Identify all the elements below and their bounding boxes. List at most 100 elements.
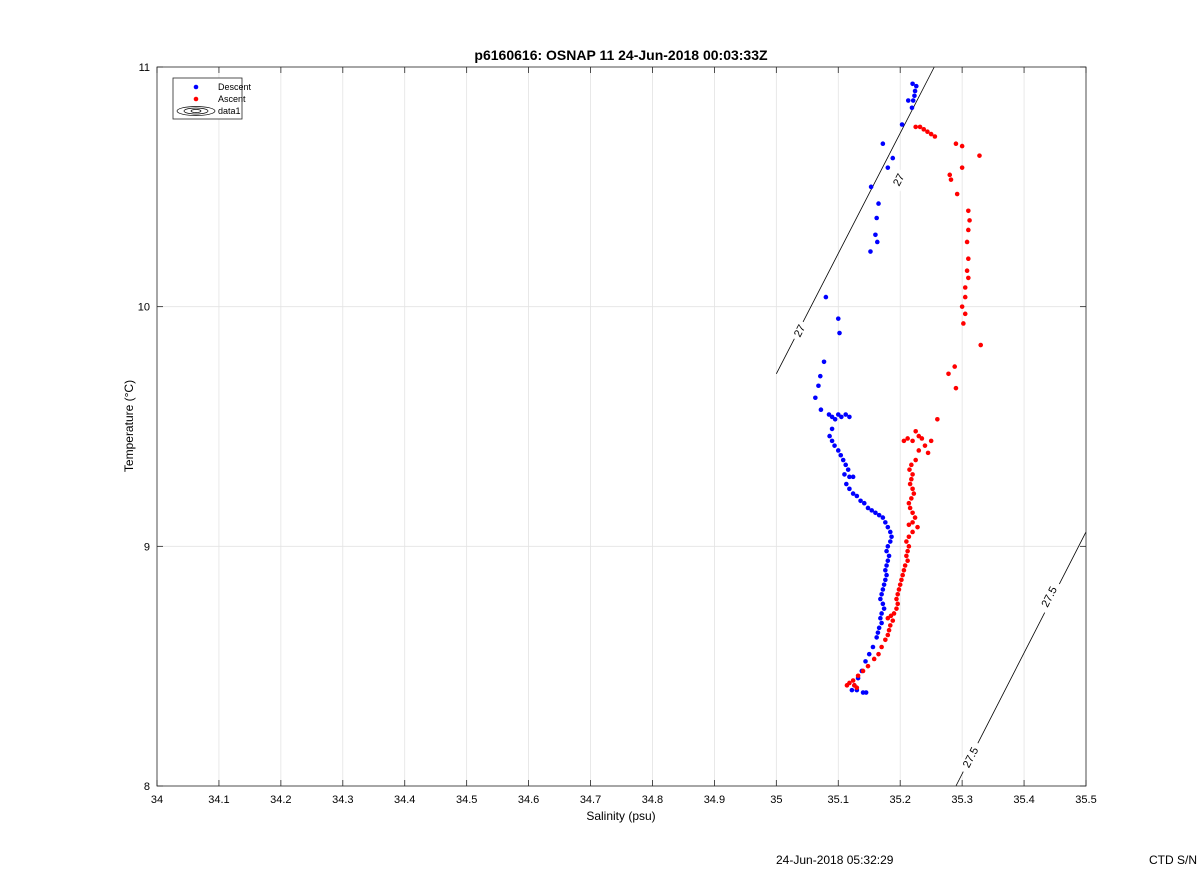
data-point bbox=[921, 127, 927, 132]
data-point bbox=[890, 618, 896, 623]
x-tick-label: 35 bbox=[770, 794, 782, 806]
data-point bbox=[884, 572, 889, 578]
data-point bbox=[868, 249, 873, 254]
data-point bbox=[849, 687, 855, 693]
series-ascent bbox=[844, 124, 984, 691]
data-point bbox=[890, 155, 896, 161]
data-point bbox=[904, 553, 909, 559]
legend-descent-marker bbox=[193, 84, 199, 90]
data-point bbox=[907, 481, 913, 487]
data-point bbox=[922, 443, 928, 448]
data-point bbox=[842, 472, 847, 477]
data-point bbox=[978, 342, 984, 348]
data-point bbox=[925, 450, 931, 456]
data-point bbox=[905, 558, 910, 564]
data-point bbox=[912, 93, 917, 99]
data-point bbox=[855, 673, 861, 679]
x-tick-label: 34.8 bbox=[642, 794, 663, 806]
x-tick-label: 34 bbox=[151, 794, 163, 806]
data-point bbox=[838, 452, 844, 458]
data-point bbox=[884, 548, 889, 554]
data-point bbox=[865, 663, 871, 669]
data-point bbox=[909, 496, 914, 501]
data-points bbox=[813, 81, 984, 695]
data-point bbox=[910, 510, 915, 516]
data-point bbox=[966, 275, 971, 281]
isopycnal-label-gap bbox=[887, 167, 909, 192]
data-point bbox=[863, 659, 868, 664]
data-point bbox=[813, 395, 818, 401]
data-point bbox=[827, 433, 832, 439]
data-point bbox=[885, 632, 891, 638]
data-point bbox=[895, 591, 901, 597]
isopycnal-label: 27 bbox=[792, 323, 808, 339]
data-point bbox=[914, 83, 919, 89]
data-point bbox=[901, 438, 907, 444]
data-point bbox=[878, 596, 883, 602]
x-tick-label: 34.4 bbox=[394, 794, 415, 806]
data-point bbox=[919, 436, 925, 441]
data-point bbox=[870, 644, 876, 650]
data-point bbox=[894, 596, 899, 602]
data-point bbox=[850, 474, 856, 480]
x-tick-label: 35.2 bbox=[889, 794, 910, 806]
data-point bbox=[916, 448, 922, 453]
data-point bbox=[959, 165, 965, 170]
data-point bbox=[885, 524, 891, 530]
data-point bbox=[925, 129, 930, 135]
data-point bbox=[910, 98, 916, 103]
data-point bbox=[889, 534, 894, 540]
plot-area-frame bbox=[156, 66, 1087, 787]
data-point bbox=[860, 668, 866, 674]
data-point bbox=[962, 285, 968, 290]
data-point bbox=[816, 383, 821, 389]
data-point bbox=[871, 656, 877, 662]
data-point bbox=[843, 462, 848, 468]
data-point bbox=[881, 582, 887, 587]
data-point bbox=[840, 457, 846, 463]
data-point bbox=[873, 510, 878, 516]
data-point bbox=[832, 443, 837, 448]
data-point bbox=[906, 544, 912, 549]
data-point bbox=[906, 522, 912, 528]
data-point bbox=[910, 486, 915, 492]
data-point bbox=[829, 438, 835, 444]
data-point bbox=[861, 500, 867, 506]
data-point bbox=[850, 678, 856, 683]
data-point bbox=[907, 467, 912, 472]
data-point bbox=[899, 577, 904, 583]
data-point bbox=[835, 316, 841, 321]
data-point bbox=[821, 359, 827, 365]
data-point bbox=[875, 630, 881, 635]
data-point bbox=[897, 582, 903, 587]
data-point bbox=[904, 539, 909, 544]
x-axis-ticks: 34 34.1 34.2 34.3 34.4 34.5 34.6 34.7 34.8 34.9 35… bbox=[151, 67, 1097, 806]
data-point bbox=[911, 491, 917, 496]
data-point bbox=[886, 627, 892, 633]
data-point bbox=[879, 611, 884, 616]
data-point bbox=[818, 407, 824, 413]
data-point bbox=[909, 462, 914, 468]
y-tick-label: 11 bbox=[139, 62, 150, 74]
data-point bbox=[888, 613, 894, 619]
data-point bbox=[902, 563, 908, 568]
data-point bbox=[912, 88, 918, 94]
data-point bbox=[881, 606, 887, 611]
x-tick-label: 35.1 bbox=[828, 794, 849, 806]
data-point bbox=[906, 500, 912, 506]
data-point bbox=[879, 591, 884, 597]
data-point bbox=[854, 685, 860, 691]
data-point bbox=[891, 611, 897, 616]
data-point bbox=[832, 417, 838, 422]
data-point bbox=[858, 498, 863, 504]
data-point bbox=[835, 448, 841, 453]
data-point bbox=[910, 529, 915, 535]
x-tick-label: 35.5 bbox=[1075, 794, 1096, 806]
isopycnal-label-gap bbox=[1035, 579, 1063, 615]
footer-ctd-serial: CTD S/N bbox=[1149, 853, 1197, 867]
legend-contour-icon bbox=[176, 106, 216, 116]
data-point bbox=[873, 232, 878, 238]
data-point bbox=[869, 508, 875, 513]
data-point bbox=[885, 544, 891, 549]
